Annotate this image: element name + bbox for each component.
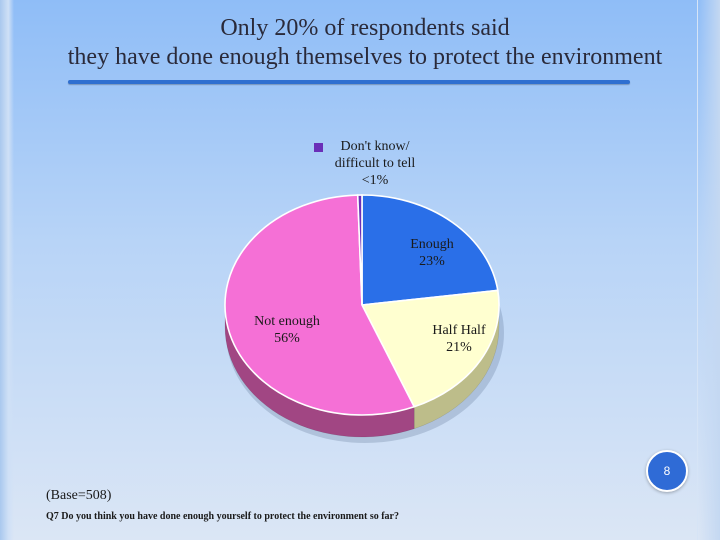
- slice-value-enough: 23%: [419, 254, 445, 269]
- pie-slice-half-half: [360, 289, 500, 408]
- slice-name-don-t-know: difficult to tell: [335, 156, 416, 171]
- base-note: (Base=508): [46, 488, 112, 503]
- survey-question: Q7 Do you think you have done enough you…: [46, 511, 399, 522]
- title-line-2: they have done enough themselves to prot…: [67, 44, 663, 70]
- slice-name-don-t-know: Don't know/: [340, 139, 409, 154]
- pie-label-enough: Enough 23%: [410, 237, 454, 269]
- slide-title: Only 20% of respondents said they have d…: [20, 14, 710, 72]
- legend-swatch-don-t-know: [314, 143, 323, 152]
- pie-slice-don-t-know: [356, 194, 363, 306]
- pie-label-don-t-know: Don't know/difficult to tell <1%: [314, 139, 415, 188]
- slice-name-enough: Enough: [410, 237, 454, 252]
- slice-value-half-half: 21%: [446, 340, 472, 355]
- title-underline: [68, 80, 630, 84]
- slice-name-not-enough: Not enough: [254, 314, 320, 329]
- slide-left-frame: [0, 0, 14, 540]
- title-line-1: Only 20% of respondents said: [220, 15, 510, 41]
- pie-slice-enough: [361, 194, 499, 306]
- pie-slice-not-enough: [224, 194, 416, 416]
- slide-right-frame: [697, 0, 720, 540]
- pie-label-not-enough: Not enough 56%: [254, 314, 320, 346]
- slice-value-don-t-know: <1%: [362, 173, 389, 188]
- page-number-badge: 8: [646, 450, 688, 492]
- slice-value-not-enough: 56%: [274, 331, 300, 346]
- pie-label-half-half: Half Half 21%: [432, 323, 486, 355]
- slice-name-half-half: Half Half: [432, 323, 486, 338]
